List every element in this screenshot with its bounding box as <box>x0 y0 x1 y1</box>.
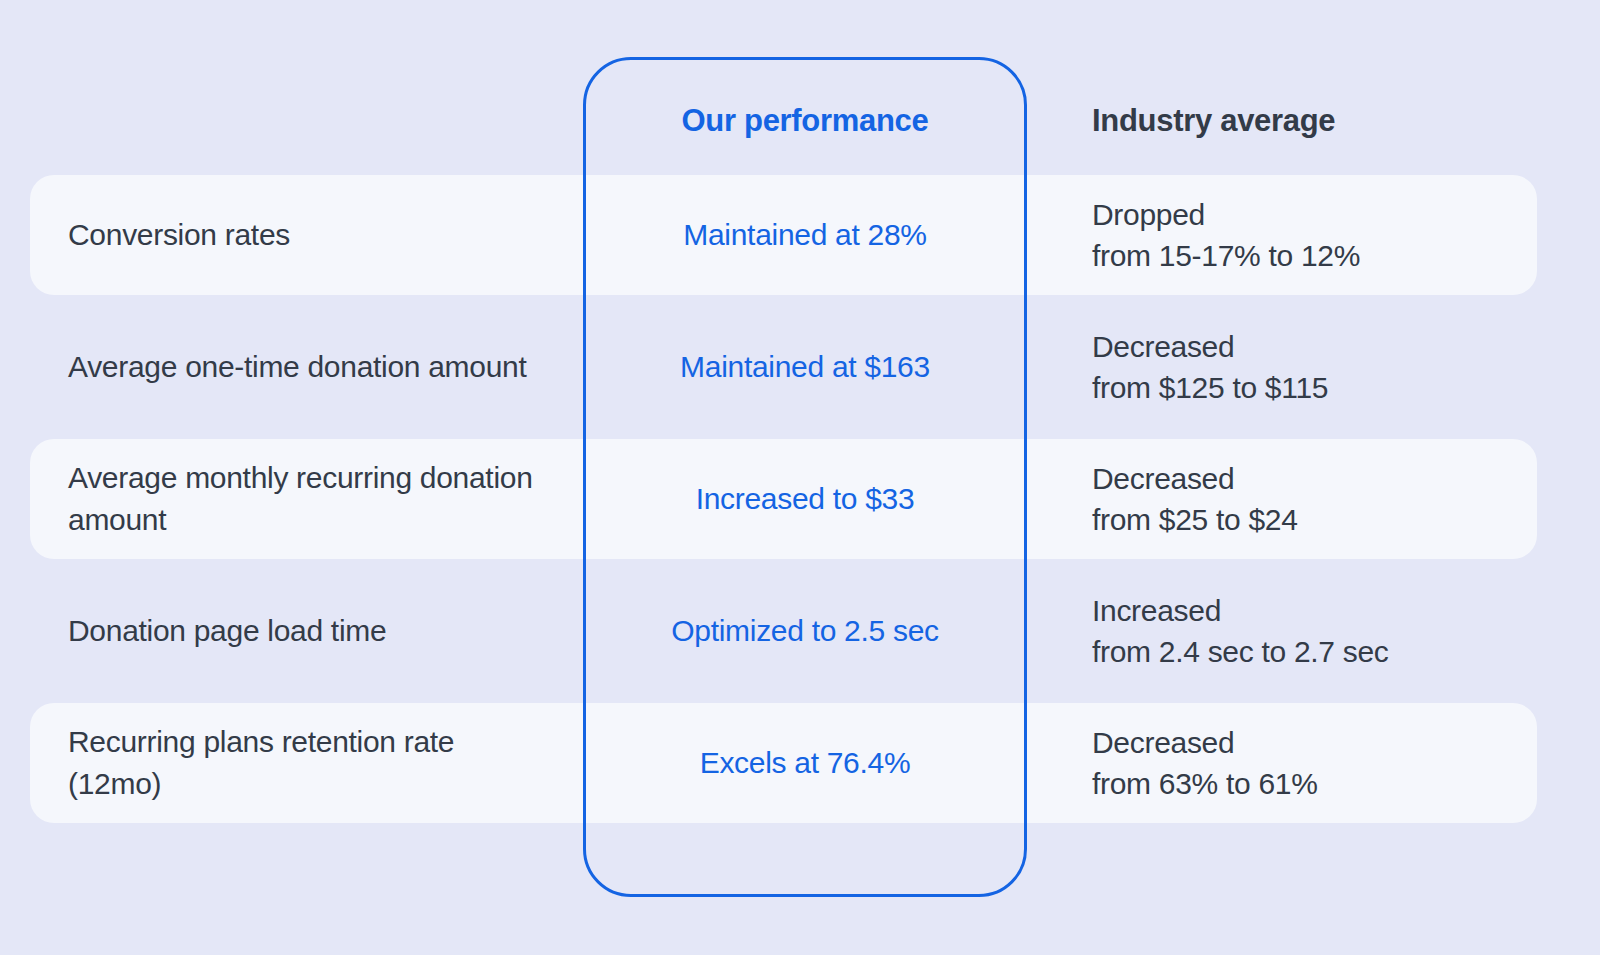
performance-column-header: Our performance <box>583 103 1027 139</box>
industry-value: Decreased from $125 to $115 <box>1027 326 1537 408</box>
performance-value: Increased to $33 <box>583 482 1027 516</box>
performance-value: Maintained at 28% <box>583 218 1027 252</box>
industry-value: Decreased from $25 to $24 <box>1027 458 1537 540</box>
metric-label: Average one-time donation amount <box>30 346 583 388</box>
table-row: Average monthly recurring donation amoun… <box>30 439 1537 559</box>
comparison-table: Conversion rates Maintained at 28% Dropp… <box>30 175 1537 823</box>
industry-value: Dropped from 15-17% to 12% <box>1027 194 1537 276</box>
performance-value: Excels at 76.4% <box>583 746 1027 780</box>
metric-label: Average monthly recurring donation amoun… <box>30 457 583 541</box>
metric-label: Donation page load time <box>30 610 583 652</box>
performance-value: Optimized to 2.5 sec <box>583 614 1027 648</box>
industry-value: Increased from 2.4 sec to 2.7 sec <box>1027 590 1537 672</box>
table-row: Donation page load time Optimized to 2.5… <box>30 571 1537 691</box>
performance-value: Maintained at $163 <box>583 350 1027 384</box>
metric-label: Conversion rates <box>30 214 583 256</box>
industry-column-header: Industry average <box>1092 103 1335 139</box>
metric-label: Recurring plans retention rate (12mo) <box>30 721 583 805</box>
industry-value: Decreased from 63% to 61% <box>1027 722 1537 804</box>
table-row: Recurring plans retention rate (12mo) Ex… <box>30 703 1537 823</box>
table-row: Conversion rates Maintained at 28% Dropp… <box>30 175 1537 295</box>
table-row: Average one-time donation amount Maintai… <box>30 307 1537 427</box>
